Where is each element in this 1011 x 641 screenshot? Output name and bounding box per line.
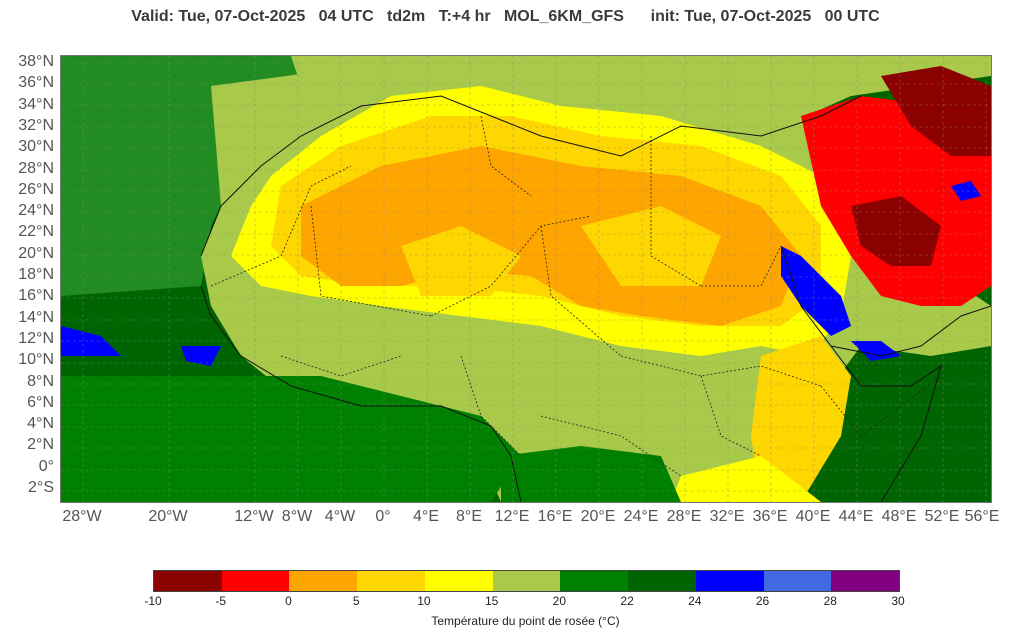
guinea-coast-humid bbox=[61, 376, 521, 502]
country-border bbox=[620, 355, 822, 387]
colorbar-tick-label: 26 bbox=[755, 594, 770, 608]
colorbar-swatch bbox=[492, 571, 561, 591]
latitude-label: 34°N bbox=[18, 95, 54, 113]
colorbar-swatch bbox=[357, 571, 425, 591]
longitude-label: 4°W bbox=[324, 508, 356, 525]
longitude-label: 28°W bbox=[62, 508, 102, 525]
coastline bbox=[200, 285, 522, 502]
longitude-label: 4°E bbox=[413, 508, 439, 525]
latitude-label: 30°N bbox=[18, 138, 54, 156]
colorbar-tick-label: 30 bbox=[891, 594, 905, 608]
longitude-label: 36°E bbox=[752, 508, 788, 525]
colorbar bbox=[153, 570, 900, 592]
coastline bbox=[780, 245, 991, 357]
latitude-label: 16°N bbox=[18, 287, 54, 305]
latitude-label: 0° bbox=[38, 457, 54, 475]
latitude-label: 22°N bbox=[18, 223, 54, 241]
country-border bbox=[480, 115, 532, 197]
colorbar-swatch bbox=[424, 571, 493, 591]
congo-humid-zone bbox=[501, 446, 681, 502]
colorbar-swatch bbox=[221, 571, 290, 591]
colorbar-swatch bbox=[763, 571, 832, 591]
longitude-label: 40°E bbox=[795, 508, 831, 525]
colorbar-tick-label: 5 bbox=[352, 594, 360, 608]
latitude-label: 8°N bbox=[27, 372, 54, 390]
latitude-label: 24°N bbox=[18, 202, 54, 220]
country-border bbox=[650, 136, 702, 287]
map-canvas bbox=[61, 56, 991, 502]
longitude-label: 0° bbox=[375, 508, 391, 525]
latitude-label: 28°N bbox=[18, 159, 54, 177]
horn-of-africa-dry-zone bbox=[751, 336, 851, 502]
map-title: Valid: Tue, 07-Oct-2025 04 UTC td2m T:+4… bbox=[131, 8, 880, 25]
country-border bbox=[540, 225, 622, 357]
latitude-label: 4°N bbox=[27, 415, 54, 433]
latitude-label: 2°N bbox=[27, 436, 54, 454]
latitude-label: 18°N bbox=[18, 266, 54, 283]
country-border bbox=[280, 355, 402, 377]
red-sea-saturated bbox=[781, 246, 851, 336]
latitude-label: 12°N bbox=[18, 329, 54, 347]
longitude-label: 16°E bbox=[537, 508, 573, 525]
longitude-label: 8°W bbox=[281, 508, 313, 525]
east-africa-dry-strip bbox=[671, 456, 821, 502]
colorbar-swatch bbox=[695, 571, 764, 591]
colorbar-tick-label: 0 bbox=[285, 594, 292, 608]
coastline bbox=[830, 345, 942, 502]
atlantic-saturated-patch-2 bbox=[181, 346, 221, 366]
gulf-of-aden-saturated bbox=[851, 341, 901, 361]
colorbar-tick-label: -10 bbox=[144, 594, 162, 608]
colorbar-tick-label: 20 bbox=[552, 594, 567, 608]
longitude-label: 12°E bbox=[494, 508, 530, 525]
colorbar-tick-label: 24 bbox=[688, 594, 702, 608]
latitude-label: 6°N bbox=[27, 393, 54, 411]
longitude-label: 24°E bbox=[623, 508, 659, 525]
longitude-label: 44°E bbox=[838, 508, 874, 525]
colorbar-tick-label: 10 bbox=[417, 594, 431, 608]
latitude-label: 26°N bbox=[18, 180, 54, 198]
longitude-label: 20°E bbox=[580, 508, 616, 525]
longitude-label: 8°E bbox=[456, 508, 482, 525]
latitude-label: 10°N bbox=[18, 351, 54, 369]
longitude-label: 56°E bbox=[964, 508, 1000, 525]
dewpoint-map[interactable] bbox=[60, 55, 992, 503]
country-border bbox=[820, 375, 942, 437]
country-border bbox=[700, 375, 762, 457]
colorbar-tick-label: 22 bbox=[620, 594, 634, 608]
latitude-label: 14°N bbox=[18, 308, 54, 326]
latitude-label: 38°N bbox=[18, 53, 54, 70]
colorbar-swatch bbox=[289, 571, 358, 591]
latitude-label: 32°N bbox=[18, 116, 54, 134]
coastline bbox=[200, 95, 862, 257]
inland-dry-pocket-1 bbox=[401, 226, 521, 296]
longitude-label: 28°E bbox=[666, 508, 702, 525]
colorbar-swatch bbox=[628, 571, 696, 591]
colorbar-label: Température du point de rosée (°C) bbox=[431, 614, 620, 628]
country-border bbox=[310, 205, 432, 317]
country-border bbox=[701, 245, 782, 287]
longitude-label: 12°W bbox=[234, 508, 274, 525]
latitude-label: 2°S bbox=[28, 479, 54, 496]
country-border bbox=[430, 215, 592, 317]
colorbar-swatch bbox=[560, 571, 629, 591]
colorbar-swatch bbox=[831, 571, 900, 591]
arabia-extreme-core bbox=[851, 196, 941, 266]
colorbar-swatch bbox=[154, 571, 222, 591]
country-border bbox=[460, 355, 522, 457]
colorbar-tick-label: 28 bbox=[823, 594, 837, 608]
colorbar-tick-label: 15 bbox=[484, 594, 499, 608]
mediterranean-sea bbox=[291, 56, 991, 156]
latitude-label: 20°N bbox=[18, 244, 54, 262]
longitude-label: 48°E bbox=[881, 508, 917, 525]
latitude-label: 36°N bbox=[18, 74, 54, 92]
colorbar-tick-label: -5 bbox=[215, 594, 227, 608]
longitude-label: 52°E bbox=[924, 508, 960, 525]
longitude-label: 32°E bbox=[709, 508, 745, 525]
longitude-label: 20°W bbox=[148, 508, 188, 525]
iran-extreme-core bbox=[881, 66, 991, 156]
persian-gulf-saturated bbox=[951, 181, 981, 201]
